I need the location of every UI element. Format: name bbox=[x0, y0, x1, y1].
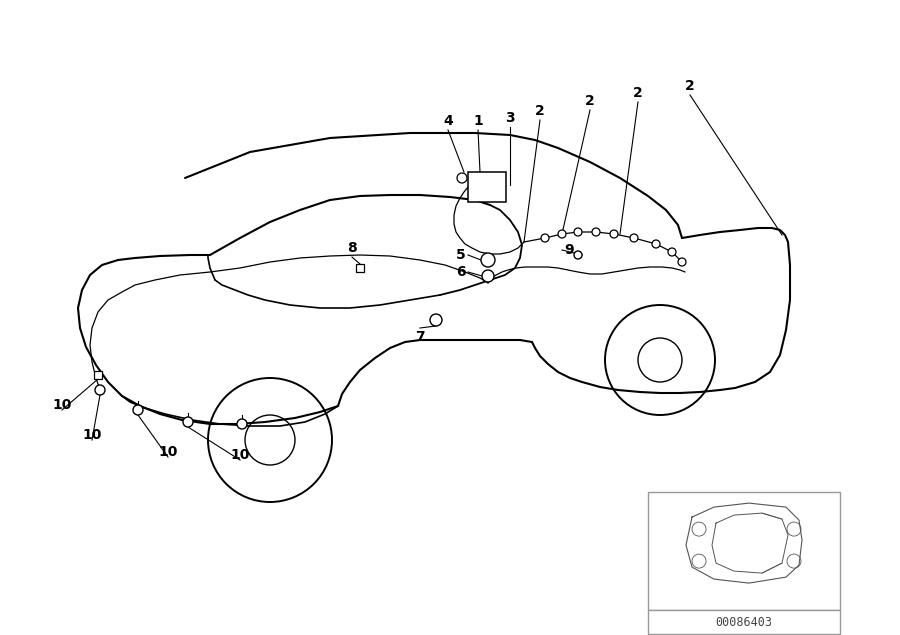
Circle shape bbox=[457, 173, 467, 183]
Circle shape bbox=[481, 253, 495, 267]
Text: 7: 7 bbox=[415, 330, 425, 344]
Circle shape bbox=[95, 385, 105, 395]
Text: 00086403: 00086403 bbox=[716, 615, 772, 629]
Bar bbox=[648, 610, 840, 634]
Text: 4: 4 bbox=[443, 114, 453, 128]
Text: 1: 1 bbox=[473, 114, 483, 128]
Circle shape bbox=[678, 258, 686, 266]
Text: 6: 6 bbox=[456, 265, 466, 279]
Circle shape bbox=[482, 270, 494, 282]
Text: 10: 10 bbox=[82, 428, 102, 442]
Text: 2: 2 bbox=[685, 79, 695, 93]
Text: 10: 10 bbox=[52, 398, 72, 412]
Circle shape bbox=[237, 419, 247, 429]
Text: 10: 10 bbox=[158, 445, 177, 459]
Bar bbox=[356, 264, 364, 272]
Circle shape bbox=[592, 228, 600, 236]
Circle shape bbox=[630, 234, 638, 242]
Circle shape bbox=[610, 230, 618, 238]
Bar bbox=[94, 371, 102, 379]
Circle shape bbox=[183, 417, 193, 427]
Circle shape bbox=[430, 314, 442, 326]
Circle shape bbox=[668, 248, 676, 256]
Text: 5: 5 bbox=[456, 248, 466, 262]
Circle shape bbox=[541, 234, 549, 242]
Text: 3: 3 bbox=[505, 111, 515, 125]
Circle shape bbox=[574, 251, 582, 259]
Bar bbox=[648, 492, 840, 610]
Text: 9: 9 bbox=[564, 243, 573, 257]
Bar bbox=[468, 172, 506, 202]
Circle shape bbox=[133, 405, 143, 415]
Text: 10: 10 bbox=[230, 448, 249, 462]
Circle shape bbox=[558, 230, 566, 238]
Text: 2: 2 bbox=[585, 94, 595, 108]
Text: 2: 2 bbox=[633, 86, 643, 100]
Circle shape bbox=[652, 240, 660, 248]
Text: 2: 2 bbox=[536, 104, 544, 118]
Text: 8: 8 bbox=[347, 241, 357, 255]
Circle shape bbox=[574, 228, 582, 236]
